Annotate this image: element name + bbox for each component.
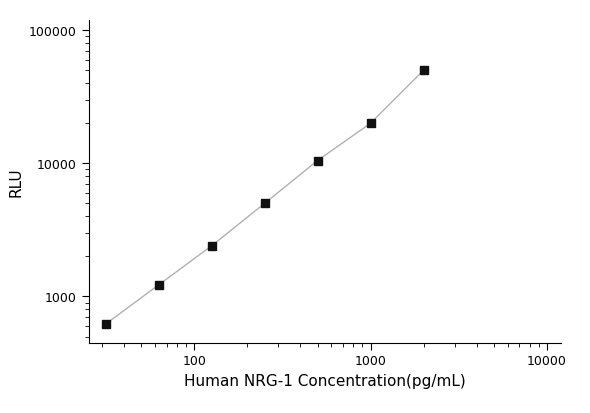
X-axis label: Human NRG-1 Concentration(pg/mL): Human NRG-1 Concentration(pg/mL) — [183, 373, 466, 388]
Y-axis label: RLU: RLU — [8, 167, 23, 197]
